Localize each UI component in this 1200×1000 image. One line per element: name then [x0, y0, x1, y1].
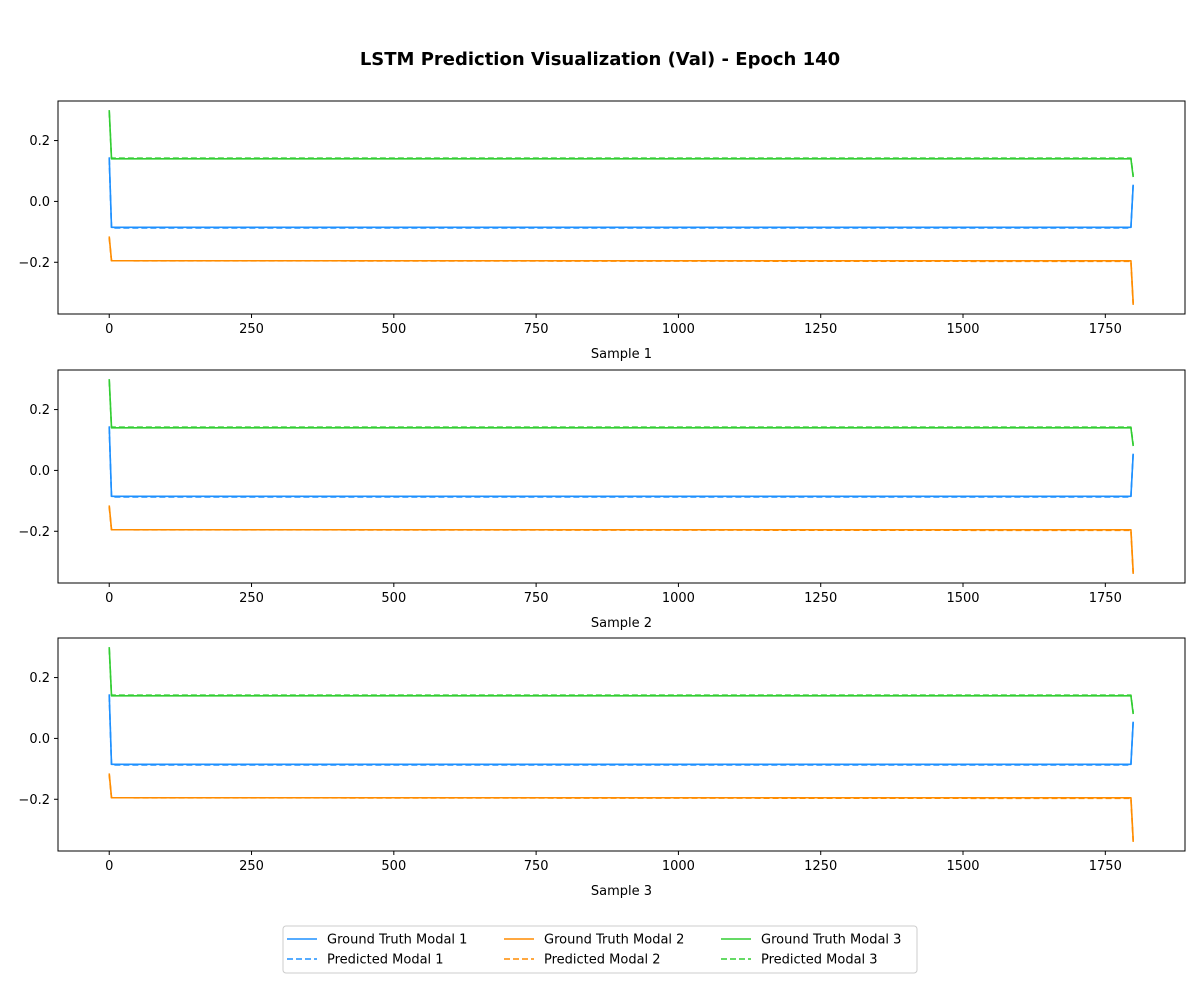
series-line-ground-truth-modal-1 — [108, 426, 1134, 498]
x-tick-label: 750 — [524, 859, 549, 874]
subplot-1: 0 250 500 750 1000 1250 1500 1750 −0.2 0.0 0.2 Samp… — [18, 100, 1186, 362]
x-tick-label: 250 — [239, 591, 264, 606]
subplots-group: 0 250 500 750 1000 1250 1500 1750 −0.2 0.0 0.2 Samp… — [18, 100, 1186, 899]
series-group — [108, 379, 1134, 574]
series-line-predicted-modal-1 — [108, 695, 1134, 766]
x-tick-label: 500 — [381, 591, 406, 606]
x-tick-label: 500 — [381, 322, 406, 337]
legend-box — [282, 925, 918, 974]
x-tick-label: 1750 — [1089, 859, 1122, 874]
legend-label: Ground Truth Modal 1 — [327, 933, 467, 948]
x-tick-label: 0 — [105, 859, 113, 874]
legend-label: Ground Truth Modal 2 — [544, 933, 684, 948]
x-tick-label: 1500 — [946, 322, 979, 337]
legend-label: Predicted Modal 2 — [544, 953, 661, 968]
series-group — [108, 110, 1134, 305]
x-tick-label: 1000 — [662, 859, 695, 874]
x-axis-label: Sample 1 — [591, 347, 652, 362]
series-line-predicted-modal-1 — [108, 427, 1134, 498]
series-line-predicted-modal-3 — [108, 111, 1134, 176]
y-tick-label: −0.2 — [18, 256, 50, 271]
series-line-ground-truth-modal-3 — [108, 379, 1134, 447]
series-group — [108, 647, 1134, 842]
x-tick-label: 500 — [381, 859, 406, 874]
axes-frame — [57, 369, 1186, 584]
subplot-2: 0 250 500 750 1000 1250 1500 1750 −0.2 0.0 0.2 Samp… — [18, 369, 1186, 631]
series-line-predicted-modal-2 — [108, 237, 1134, 305]
y-tick-label: 0.0 — [29, 464, 50, 479]
axes-frame — [57, 100, 1186, 315]
x-tick-label: 1750 — [1089, 591, 1122, 606]
series-line-ground-truth-modal-3 — [108, 647, 1134, 715]
y-tick-label: −0.2 — [18, 525, 50, 540]
x-tick-label: 1250 — [804, 859, 837, 874]
y-tick-label: −0.2 — [18, 793, 50, 808]
legend-label: Predicted Modal 3 — [761, 953, 878, 968]
x-tick-label: 1750 — [1089, 322, 1122, 337]
legend: Ground Truth Modal 1 Predicted Modal 1 Gro… — [282, 925, 918, 974]
y-tick-label: 0.0 — [29, 195, 50, 210]
series-line-ground-truth-modal-2 — [108, 773, 1134, 841]
x-tick-label: 1250 — [804, 591, 837, 606]
legend-label: Ground Truth Modal 3 — [761, 933, 901, 948]
legend-label: Predicted Modal 1 — [327, 953, 444, 968]
x-axis-label: Sample 3 — [591, 884, 652, 899]
x-tick-label: 0 — [105, 322, 113, 337]
x-tick-label: 0 — [105, 591, 113, 606]
series-line-predicted-modal-3 — [108, 380, 1134, 445]
x-tick-label: 1500 — [946, 591, 979, 606]
series-line-predicted-modal-2 — [108, 506, 1134, 574]
y-tick-label: 0.2 — [29, 403, 50, 418]
x-tick-label: 1500 — [946, 859, 979, 874]
series-line-predicted-modal-2 — [108, 774, 1134, 842]
x-tick-label: 1250 — [804, 322, 837, 337]
y-tick-label: 0.2 — [29, 671, 50, 686]
series-line-ground-truth-modal-2 — [108, 505, 1134, 573]
y-tick-label: 0.2 — [29, 134, 50, 149]
series-line-ground-truth-modal-1 — [108, 694, 1134, 766]
x-tick-label: 750 — [524, 591, 549, 606]
series-line-predicted-modal-3 — [108, 648, 1134, 713]
x-tick-label: 1000 — [662, 591, 695, 606]
x-tick-label: 750 — [524, 322, 549, 337]
x-axis-label: Sample 2 — [591, 616, 652, 631]
x-tick-label: 250 — [239, 322, 264, 337]
axes-frame — [57, 637, 1186, 852]
series-line-predicted-modal-1 — [108, 158, 1134, 229]
series-line-ground-truth-modal-1 — [108, 157, 1134, 229]
subplot-3: 0 250 500 750 1000 1250 1500 1750 −0.2 0.0 0.2 Samp… — [18, 637, 1186, 899]
y-tick-label: 0.0 — [29, 732, 50, 747]
x-tick-label: 1000 — [662, 322, 695, 337]
series-line-ground-truth-modal-2 — [108, 236, 1134, 304]
x-tick-label: 250 — [239, 859, 264, 874]
chart-title: LSTM Prediction Visualization (Val) - Ep… — [360, 49, 840, 70]
series-line-ground-truth-modal-3 — [108, 110, 1134, 178]
